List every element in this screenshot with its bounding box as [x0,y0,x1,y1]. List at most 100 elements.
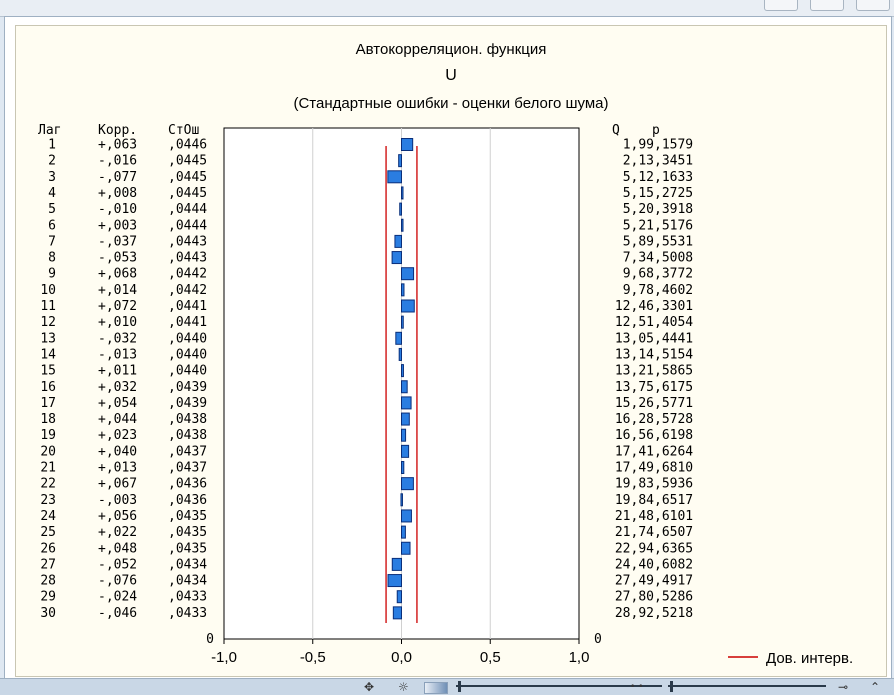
corr-value-label: -,032 [98,331,137,346]
p-value-label: ,5176 [654,218,693,233]
se-value-label: ,0445 [168,170,207,185]
slider-track-2[interactable] [668,685,826,687]
p-value-label: ,6264 [654,444,693,459]
lag-label: 13 [40,331,56,346]
color-gradient-swatch[interactable] [424,682,448,694]
p-value-label: ,1579 [654,138,693,153]
se-value-label: ,0439 [168,396,207,411]
lag-label: 26 [40,541,56,556]
p-value-label: ,6365 [654,541,693,556]
corr-value-label: -,037 [98,234,137,249]
acf-bar [401,461,405,474]
x-tick-label: 0,5 [480,649,501,666]
se-value-label: ,0445 [168,186,207,201]
acf-bar [401,186,404,200]
se-value-label: ,0441 [168,299,207,314]
corr-value-label: +,023 [98,428,137,443]
corr-value-label: +,011 [98,364,137,379]
acf-bar [398,154,403,168]
brightness-icon[interactable]: ☼ [398,680,409,694]
se-value-label: ,0436 [168,493,207,508]
se-value-label: ,0445 [168,154,207,169]
q-value-label: 1,99 [623,138,654,153]
corr-value-label: +,048 [98,541,137,556]
bottom-zero-label-right: 0 [594,632,602,647]
q-value-label: 17,41 [615,444,654,459]
p-value-label: ,3772 [654,267,693,282]
toolbar-button-2[interactable] [810,0,844,11]
q-value-label: 13,05 [615,331,654,346]
se-value-label: ,0440 [168,331,207,346]
lag-label: 5 [48,202,56,217]
se-value-label: ,0437 [168,444,207,459]
lag-label: 25 [40,525,56,540]
scroll-arrows-icon[interactable]: ⌃ [870,680,881,694]
lag-label: 30 [40,606,56,621]
column-header-p: p [652,123,660,138]
p-value-label: ,6198 [654,428,693,443]
lag-label: 23 [40,493,56,508]
key-icon[interactable]: ⊸ [838,680,849,694]
se-value-label: ,0434 [168,557,207,572]
q-value-label: 27,49 [615,574,654,589]
slider-track-1[interactable] [456,685,662,687]
lag-label: 6 [48,218,56,233]
acf-bar [401,267,415,281]
q-value-label: 5,15 [623,186,654,201]
acf-bar [391,557,402,571]
p-value-label: ,3451 [654,154,693,169]
pan-icon[interactable]: ✥ [364,680,375,694]
se-value-label: ,0433 [168,606,207,621]
corr-value-label: -,016 [98,154,137,169]
corr-value-label: +,032 [98,380,137,395]
p-value-label: ,5771 [654,396,693,411]
q-value-label: 2,13 [623,154,654,169]
p-value-label: ,6810 [654,461,693,476]
top-toolbar-strip [0,0,894,17]
p-value-label: ,6507 [654,525,693,540]
acf-bar [401,299,415,313]
acf-bar [401,283,405,297]
lag-label: 20 [40,444,56,459]
lag-label: 22 [40,477,56,492]
lag-label: 14 [40,347,56,362]
q-value-label: 9,68 [623,267,654,282]
bottom-zero-label-left: 0 [206,632,214,647]
lag-label: 8 [48,251,56,266]
se-value-label: ,0443 [168,234,207,249]
lag-label: 4 [48,186,56,201]
lag-label: 9 [48,267,56,282]
q-value-label: 15,26 [615,396,654,411]
lag-label: 28 [40,574,56,589]
acf-bar [401,218,404,232]
acf-bar [400,493,403,507]
acf-bar [401,444,410,458]
lag-label: 17 [40,396,56,411]
se-value-label: ,0444 [168,218,207,233]
lag-label: 24 [40,509,56,524]
q-value-label: 9,78 [623,283,654,298]
se-value-label: ,0446 [168,138,207,153]
acf-bar [401,380,408,394]
q-value-label: 28,92 [615,606,654,621]
q-value-label: 13,14 [615,347,654,362]
q-value-label: 19,84 [615,493,654,508]
q-value-label: 5,89 [623,234,654,249]
se-value-label: ,0442 [168,267,207,282]
slider-knob-1[interactable] [458,681,461,692]
corr-value-label: +,056 [98,509,137,524]
lag-label: 1 [48,138,56,153]
se-value-label: ,0435 [168,525,207,540]
slider-knob-2[interactable] [670,681,673,692]
acf-bar [401,428,407,442]
p-value-label: ,5728 [654,412,693,427]
corr-value-label: +,022 [98,525,137,540]
toolbar-button-1[interactable] [764,0,798,11]
corr-value-label: +,014 [98,283,137,298]
p-value-label: ,6175 [654,380,693,395]
corr-value-label: -,052 [98,557,137,572]
p-value-label: ,5008 [654,251,693,266]
acf-bar [398,347,403,361]
se-value-label: ,0440 [168,364,207,379]
toolbar-button-3[interactable] [856,0,890,11]
